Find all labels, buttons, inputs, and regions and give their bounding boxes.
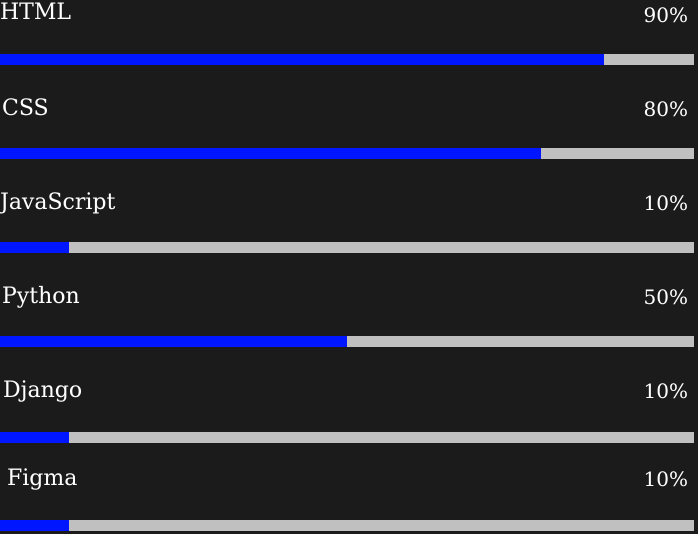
skill-name: Figma xyxy=(7,466,78,491)
skill-name: JavaScript xyxy=(0,190,116,215)
progress-track xyxy=(0,148,694,159)
progress-track xyxy=(0,432,694,443)
progress-fill xyxy=(0,148,542,159)
progress-fill xyxy=(0,242,70,253)
progress-fill xyxy=(0,520,70,531)
skill-percent: 50% xyxy=(643,285,688,309)
skill-django: Django 10% xyxy=(0,376,694,443)
skill-percent: 90% xyxy=(643,3,688,27)
progress-fill xyxy=(0,336,347,347)
skill-python: Python 50% xyxy=(0,282,694,347)
skill-figma: Figma 10% xyxy=(0,464,694,531)
skill-css: CSS 80% xyxy=(0,94,694,159)
skill-name: HTML xyxy=(0,0,71,25)
skill-html: HTML 90% xyxy=(0,0,694,65)
skill-name: Django xyxy=(3,378,83,403)
progress-track xyxy=(0,242,694,253)
progress-fill xyxy=(0,432,70,443)
progress-fill xyxy=(0,54,604,65)
skill-name: CSS xyxy=(2,96,49,121)
skill-percent: 80% xyxy=(643,97,688,121)
skill-javascript: JavaScript 10% xyxy=(0,188,694,253)
skill-name: Python xyxy=(2,284,80,309)
progress-track xyxy=(0,520,694,531)
progress-track xyxy=(0,54,694,65)
skill-percent: 10% xyxy=(643,379,688,403)
skill-percent: 10% xyxy=(643,191,688,215)
skill-percent: 10% xyxy=(643,467,688,491)
progress-track xyxy=(0,336,694,347)
